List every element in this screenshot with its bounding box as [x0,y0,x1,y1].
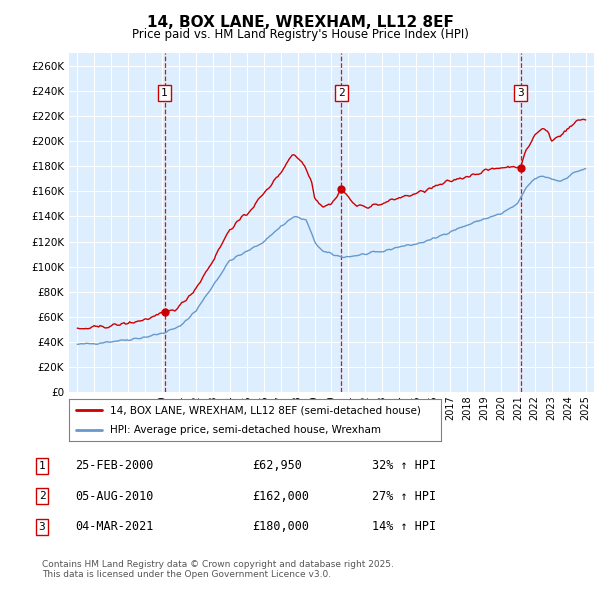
Text: 32% ↑ HPI: 32% ↑ HPI [372,459,436,472]
Text: £62,950: £62,950 [252,459,302,472]
Text: 04-MAR-2021: 04-MAR-2021 [75,520,154,533]
Text: 1: 1 [161,88,168,99]
Text: 2: 2 [38,491,46,502]
Text: 1: 1 [38,461,46,471]
Text: 27% ↑ HPI: 27% ↑ HPI [372,490,436,503]
Text: HPI: Average price, semi-detached house, Wrexham: HPI: Average price, semi-detached house,… [110,425,381,435]
Text: 25-FEB-2000: 25-FEB-2000 [75,459,154,472]
Text: 3: 3 [517,88,524,99]
Text: £162,000: £162,000 [252,490,309,503]
Text: Price paid vs. HM Land Registry's House Price Index (HPI): Price paid vs. HM Land Registry's House … [131,28,469,41]
Text: Contains HM Land Registry data © Crown copyright and database right 2025.
This d: Contains HM Land Registry data © Crown c… [42,560,394,579]
Text: 14% ↑ HPI: 14% ↑ HPI [372,520,436,533]
Text: 2: 2 [338,88,345,99]
Text: 14, BOX LANE, WREXHAM, LL12 8EF: 14, BOX LANE, WREXHAM, LL12 8EF [146,15,454,30]
Text: 14, BOX LANE, WREXHAM, LL12 8EF (semi-detached house): 14, BOX LANE, WREXHAM, LL12 8EF (semi-de… [110,405,421,415]
Text: 3: 3 [38,522,46,532]
Text: £180,000: £180,000 [252,520,309,533]
Text: 05-AUG-2010: 05-AUG-2010 [75,490,154,503]
